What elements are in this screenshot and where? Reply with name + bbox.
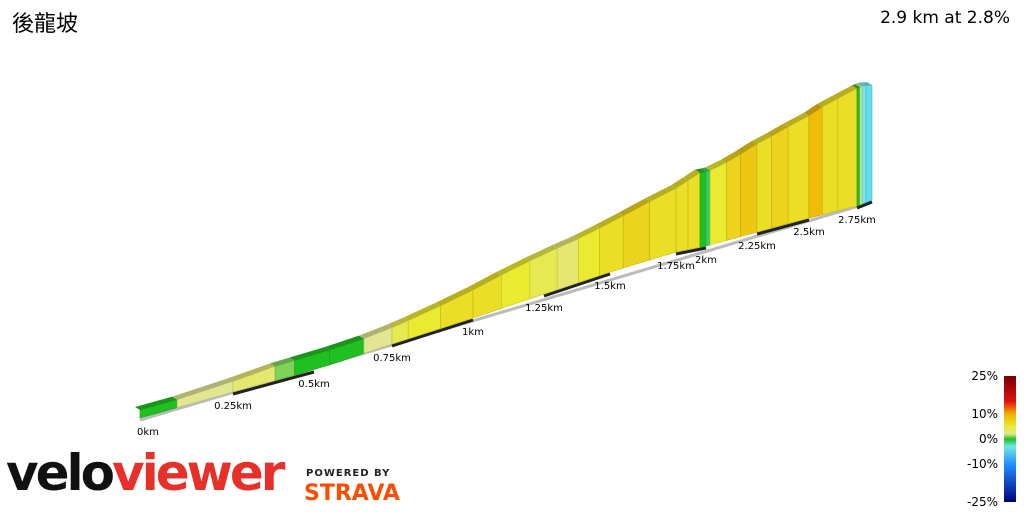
distance-tick-band bbox=[756, 218, 810, 236]
distance-tick-band bbox=[232, 370, 315, 396]
gradient-segment-top bbox=[324, 335, 364, 351]
gradient-segment-top bbox=[721, 151, 741, 163]
gradient-segment bbox=[709, 161, 727, 246]
strava-logo: STRAVA bbox=[304, 481, 400, 506]
distance-label: 2.5km bbox=[793, 227, 824, 238]
distance-label: 2km bbox=[695, 255, 717, 266]
gradient-segment-top bbox=[644, 185, 676, 202]
gradient-segment bbox=[861, 85, 867, 205]
gradient-segment-top bbox=[695, 168, 706, 173]
distance-label: 1km bbox=[462, 327, 484, 338]
gradient-segment-top bbox=[594, 212, 624, 229]
distance-label: 0.5km bbox=[298, 379, 329, 390]
distance-label: 1.25km bbox=[525, 303, 563, 314]
gradient-segment-top bbox=[289, 347, 330, 361]
distance-label: 1.75km bbox=[657, 261, 695, 272]
gradient-segment-top bbox=[832, 85, 857, 99]
gradient-segment-top bbox=[766, 123, 789, 137]
gradient-segment bbox=[687, 172, 701, 250]
gradient-segment-top bbox=[671, 177, 688, 189]
gradient-segment bbox=[787, 115, 810, 224]
gradient-segment-top bbox=[705, 159, 727, 171]
gradient-segment-top bbox=[403, 302, 441, 321]
gradient-segment-top bbox=[435, 286, 473, 306]
gradient-segment-top bbox=[573, 225, 600, 239]
gradient-segment-top bbox=[855, 83, 862, 88]
distance-tick-band bbox=[543, 272, 611, 298]
distance-label: 0km bbox=[137, 427, 159, 438]
gradient-segment-top bbox=[172, 378, 233, 400]
distance-label: 2.25km bbox=[738, 241, 776, 252]
distance-labels-group: 0km 0.25km 0.5km 0.75km 1km 1.25km 1.5km 1.75km… bbox=[137, 215, 876, 438]
gradient-segment bbox=[675, 179, 689, 253]
gradient-segment-top bbox=[496, 257, 530, 275]
distance-label: 1.5km bbox=[594, 281, 625, 292]
gradient-segment bbox=[808, 106, 823, 219]
distance-label: 0.25km bbox=[214, 401, 252, 412]
gradient-segment-top bbox=[228, 363, 276, 382]
gradient-segment-top bbox=[857, 82, 866, 86]
legend-label: -25% bbox=[967, 495, 998, 509]
gradient-segment-top bbox=[387, 317, 409, 328]
distance-label: 0.75km bbox=[373, 353, 411, 364]
veloviewer-logo: veloviewer bbox=[6, 444, 285, 502]
powered-by-text: POWERED BY bbox=[306, 468, 391, 479]
gradient-segment bbox=[705, 170, 711, 247]
gradient-segment bbox=[856, 86, 861, 207]
gradient-segment-top bbox=[752, 133, 772, 144]
gradient-segment-top bbox=[358, 324, 392, 339]
legend-label: 10% bbox=[971, 407, 998, 421]
gradient-segment-top bbox=[817, 95, 838, 107]
distance-tick-band bbox=[675, 246, 707, 256]
gradient-segment bbox=[822, 98, 839, 216]
gradient-segment-top bbox=[783, 112, 809, 127]
gradient-segment-top bbox=[861, 82, 872, 86]
gradient-segment bbox=[837, 87, 858, 212]
gradient-segment bbox=[756, 135, 772, 233]
gradient-segment-top bbox=[683, 169, 700, 181]
legend-label: 25% bbox=[971, 369, 998, 383]
distance-tick-band bbox=[856, 200, 873, 210]
gradient-segment-top bbox=[135, 396, 178, 410]
gradient-segment bbox=[740, 143, 758, 237]
gradient-segment-top bbox=[735, 140, 757, 155]
gradient-segment-top bbox=[804, 103, 823, 116]
gradient-segment-top bbox=[524, 245, 558, 261]
gradient-segment bbox=[699, 171, 707, 248]
gradient-segment-top bbox=[468, 271, 502, 290]
gradient-segment bbox=[726, 153, 741, 241]
gradient-legend: 25% 10% 0% -10% -25% bbox=[967, 369, 1016, 509]
gradient-segments-group bbox=[135, 82, 873, 419]
gradient-segment-top bbox=[270, 357, 295, 367]
climb-summary: 2.9 km at 2.8% bbox=[880, 8, 1010, 28]
legend-label: 0% bbox=[979, 432, 998, 446]
gradient-segment-top bbox=[618, 198, 650, 216]
gradient-segment-top bbox=[852, 84, 860, 89]
gradient-segment bbox=[865, 84, 873, 203]
distance-label: 2.75km bbox=[838, 215, 876, 226]
gradient-segment-top bbox=[701, 167, 711, 172]
distance-tick-band bbox=[391, 318, 474, 348]
page-title: 後龍坡 bbox=[12, 12, 79, 37]
legend-color-bar bbox=[1004, 376, 1016, 502]
legend-label: -10% bbox=[967, 457, 998, 471]
gradient-segment bbox=[771, 126, 789, 229]
gradient-segment-top bbox=[552, 235, 579, 249]
